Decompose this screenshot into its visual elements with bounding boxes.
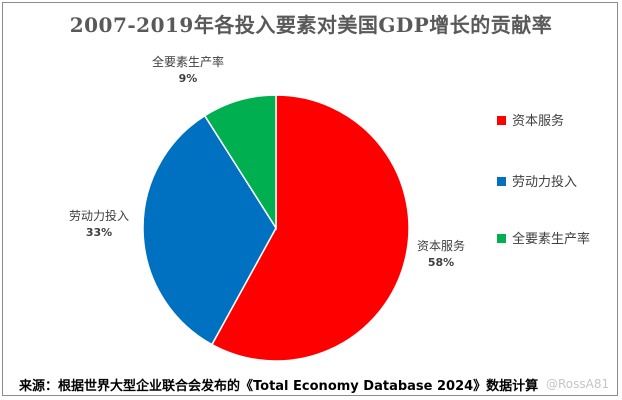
- slice-value-labor: 33%: [86, 226, 112, 239]
- slice-value-capital: 58%: [428, 256, 454, 269]
- legend-label-capital: 资本服务: [512, 114, 565, 129]
- source-note: 来源：根据世界大型企业联合会发布的《Total Economy Database…: [19, 379, 539, 394]
- slice-label-capital: 资本服务: [417, 238, 465, 253]
- legend-item-capital: 资本服务: [497, 110, 564, 129]
- watermark: @RossA81: [546, 377, 610, 391]
- legend-item-tfp: 全要素生产率: [497, 228, 590, 247]
- chart-frame: 2007-2019年各投入要素对美国GDP增长的贡献率 资本服务 58% 劳动力投入…: [2, 2, 618, 396]
- slice-value-tfp: 9%: [179, 72, 198, 85]
- pie-slices: [142, 94, 410, 362]
- pie-slice-labor: [142, 114, 277, 346]
- legend-label-tfp: 全要素生产率: [512, 232, 591, 247]
- legend-swatch-capital: [497, 116, 506, 125]
- legend-swatch-tfp: [497, 234, 506, 243]
- pie-labels: 资本服务 58% 劳动力投入 33% 全要素生产率 9%: [69, 54, 465, 269]
- legend-item-labor: 劳动力投入: [497, 171, 577, 190]
- legend-swatch-labor: [497, 177, 506, 186]
- pie-slice-capital: [210, 94, 410, 362]
- slice-label-tfp: 全要素生产率: [152, 54, 224, 69]
- slice-label-labor: 劳动力投入: [69, 208, 129, 223]
- chart-title: 2007-2019年各投入要素对美国GDP增长的贡献率: [69, 13, 553, 37]
- legend-label-labor: 劳动力投入: [512, 175, 578, 190]
- pie-slice-tfp: [203, 94, 277, 231]
- pie-chart: 资本服务 58% 劳动力投入 33% 全要素生产率 9%: [69, 54, 465, 362]
